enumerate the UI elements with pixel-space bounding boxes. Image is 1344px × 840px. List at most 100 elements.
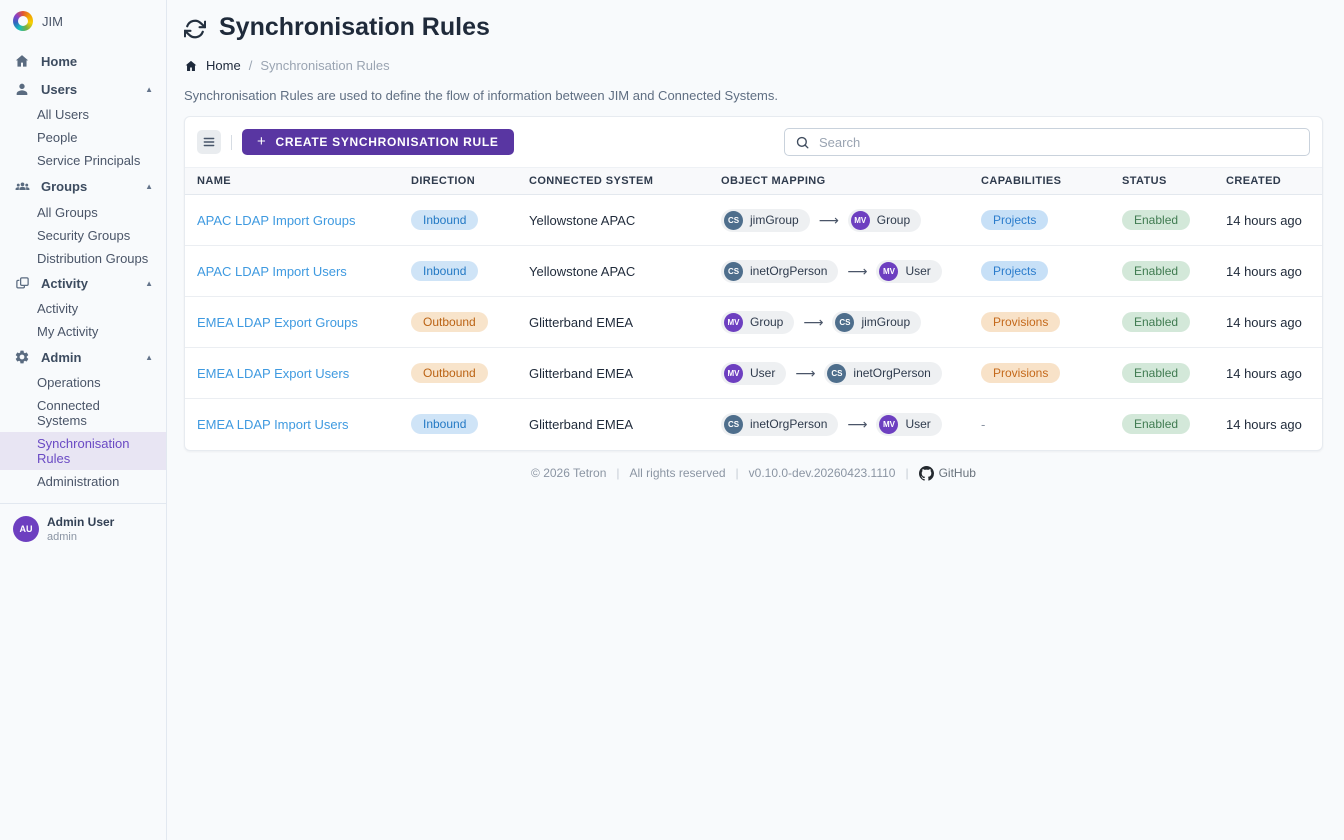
search-box (784, 128, 1310, 156)
footer-rights: All rights reserved (629, 466, 726, 480)
object-mapping: MV Group ⟶ CS jimGroup (721, 310, 973, 334)
footer-version: v0.10.0-dev.20260423.1110 (748, 466, 896, 480)
sidebar-subitem-operations[interactable]: Operations (37, 375, 101, 390)
rules-table: NAME DIRECTION CONNECTED SYSTEM OBJECT MAPP… (185, 167, 1322, 450)
mapping-object-pill: MV User (876, 259, 942, 283)
arrow-right-icon: ⟶ (795, 364, 816, 381)
cs-avatar: CS (835, 312, 855, 332)
connected-system-cell: Yellowstone APAC (529, 212, 636, 228)
user-icon (13, 81, 31, 97)
direction-badge: Inbound (411, 414, 479, 435)
status-badge: Enabled (1122, 210, 1191, 230)
direction-badge: Inbound (411, 210, 479, 230)
sidebar-subitem-administration[interactable]: Administration (37, 474, 120, 489)
sync-icon (184, 18, 206, 40)
connected-system-cell: Glitterband EMEA (529, 296, 721, 348)
direction-badge: Outbound (411, 312, 488, 332)
sidebar-divider (0, 503, 166, 504)
cs-avatar: CS (724, 261, 743, 281)
object-mapping: CS jimGroup ⟶ MV Group (721, 208, 973, 232)
object-mapping: CS inetOrgPerson ⟶ MV User (721, 412, 973, 436)
plus-icon: + (257, 133, 267, 150)
mapping-object-pill: MV User (721, 361, 787, 385)
breadcrumb-current: Synchronisation Rules (260, 58, 390, 73)
mapping-object-pill: CS inetOrgPerson (721, 259, 839, 283)
create-button-label: CREATE SYNCHRONISATION RULE (275, 135, 499, 149)
chevron-up-icon: ▲ (145, 182, 153, 191)
status-badge: Enabled (1122, 363, 1191, 383)
status-badge: Enabled (1122, 261, 1191, 281)
sidebar-subitem-connected-systems[interactable]: Connected Systems (37, 398, 100, 428)
create-synchronisation-rule-button[interactable]: + CREATE SYNCHRONISATION RULE (242, 129, 514, 155)
table-body: APAC LDAP Import Groups Inbound Yellowston… (185, 195, 1322, 450)
created-cell: 14 hours ago (1226, 212, 1302, 228)
brand-name: JIM (42, 13, 63, 29)
chevron-up-icon: ▲ (145, 352, 153, 362)
rule-name-link[interactable]: APAC LDAP Import Groups (197, 212, 356, 228)
table-header-row: NAME DIRECTION CONNECTED SYSTEM OBJECT MAPP… (185, 167, 1322, 195)
sidebar-nav: Home Users ▲ All Users People Service Princip… (0, 47, 166, 493)
sidebar-item-home[interactable]: Home (0, 47, 166, 75)
sidebar-user[interactable]: AU Admin User admin (0, 504, 166, 554)
arrow-right-icon: ⟶ (803, 313, 824, 330)
activity-icon (13, 276, 31, 291)
status-badge: Enabled (1122, 414, 1191, 435)
sidebar-subitem-distribution-groups[interactable]: Distribution Groups (37, 251, 149, 266)
breadcrumb-home[interactable]: Home (206, 58, 241, 73)
sidebar-subitem-security-groups[interactable]: Security Groups (37, 228, 131, 243)
column-header-object-mapping: OBJECT MAPPING (721, 167, 981, 195)
sidebar-subitem-synchronisation-rules[interactable]: Synchronisation Rules (0, 432, 166, 470)
user-display-name: Admin User (47, 515, 115, 529)
mapping-object-pill: MV User (876, 412, 942, 436)
object-mapping: CS inetOrgPerson ⟶ MV User (721, 259, 973, 283)
search-icon (795, 135, 810, 150)
sidebar-subitem-people[interactable]: People (37, 130, 78, 145)
hamburger-icon (202, 135, 216, 149)
search-input[interactable] (819, 134, 1299, 150)
home-icon (184, 59, 198, 73)
sidebar-item-users[interactable]: Users ▲ (0, 75, 166, 103)
mapping-object-pill: MV Group (721, 310, 795, 334)
sidebar-item-label: Users (41, 81, 78, 97)
direction-badge: Outbound (411, 363, 488, 383)
sidebar-subitem-all-groups[interactable]: All Groups (37, 205, 98, 220)
github-link[interactable]: GitHub (918, 465, 976, 481)
mv-avatar: MV (879, 261, 899, 281)
capability-badge: Projects (981, 210, 1049, 230)
sidebar-item-label: Admin (41, 349, 82, 365)
mv-avatar: MV (724, 363, 743, 383)
github-label: GitHub (938, 466, 976, 480)
rule-name-link[interactable]: EMEA LDAP Export Groups (197, 314, 358, 330)
mapping-object-pill: CS jimGroup (832, 310, 922, 334)
rule-name-link[interactable]: EMEA LDAP Export Users (197, 365, 350, 381)
sidebar-subitem-service-principals[interactable]: Service Principals (37, 153, 141, 168)
sidebar-subitem-activity[interactable]: Activity (37, 301, 79, 316)
toolbar: + CREATE SYNCHRONISATION RULE (185, 117, 1322, 167)
home-icon (13, 53, 31, 69)
sidebar-item-activity[interactable]: Activity ▲ (0, 270, 166, 297)
sidebar-subitem-all-users[interactable]: All Users (37, 107, 90, 122)
arrow-right-icon: ⟶ (847, 415, 868, 432)
cs-avatar: CS (827, 363, 847, 383)
capability-badge: Provisions (981, 363, 1061, 383)
column-header-direction: DIRECTION (411, 167, 529, 195)
github-icon (918, 465, 934, 481)
groups-icon (13, 178, 31, 195)
rule-name-link[interactable]: EMEA LDAP Import Users (197, 416, 349, 432)
sidebar-item-groups[interactable]: Groups ▲ (0, 172, 166, 201)
sidebar-subitem-my-activity[interactable]: My Activity (37, 324, 99, 339)
cs-avatar: CS (724, 414, 743, 434)
mapping-object-pill: CS inetOrgPerson (824, 361, 942, 385)
arrow-right-icon: ⟶ (847, 262, 868, 279)
footer-copyright: © 2026 Tetron (531, 466, 607, 480)
mv-avatar: MV (879, 414, 899, 434)
list-menu-button[interactable] (197, 130, 221, 154)
sidebar-item-admin[interactable]: Admin ▲ (0, 343, 166, 371)
sidebar-item-label: Groups (41, 179, 88, 194)
created-cell: 14 hours ago (1226, 347, 1322, 399)
rule-name-link[interactable]: APAC LDAP Import Users (197, 263, 347, 279)
brand[interactable]: JIM (0, 11, 166, 47)
table-row: APAC LDAP Import Users Inbound Yellowstone… (185, 245, 1322, 297)
user-avatar: AU (13, 516, 39, 542)
